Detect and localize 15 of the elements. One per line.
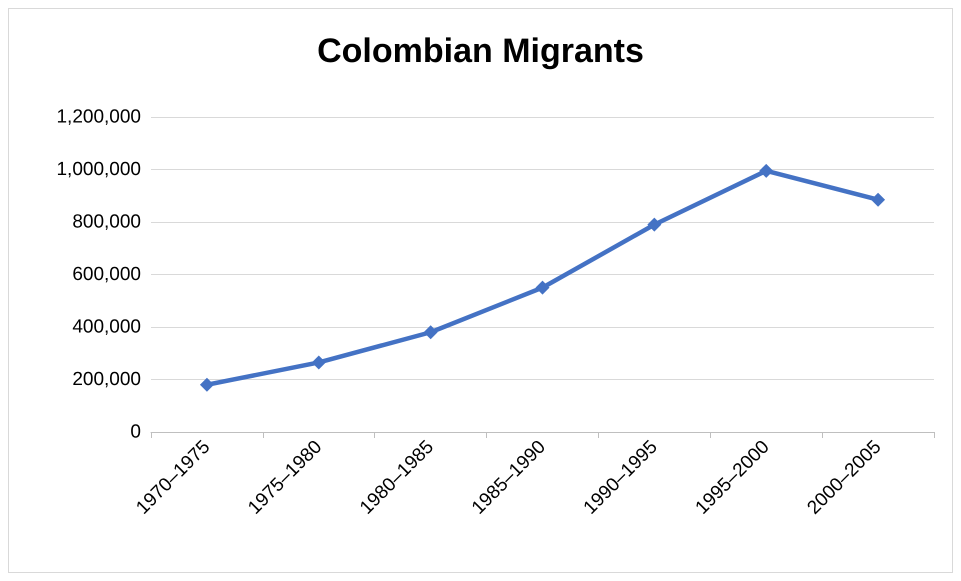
point xyxy=(200,378,214,392)
point xyxy=(312,355,326,370)
point xyxy=(647,218,662,232)
y-tick-label: 400,000 xyxy=(72,316,141,338)
y-tick-label: 800,000 xyxy=(72,212,141,232)
chart-title: Colombian Migrants xyxy=(317,32,644,70)
y-tick-label: 0 xyxy=(130,422,141,442)
point xyxy=(536,280,550,295)
y-tick-label: 1,000,000 xyxy=(56,159,141,180)
point xyxy=(871,192,886,207)
point xyxy=(759,164,774,178)
y-tick-label: 200,000 xyxy=(72,369,141,390)
y-tick-label: 1,200,000 xyxy=(56,106,141,128)
y-tick-label: 600,000 xyxy=(72,264,141,285)
point xyxy=(424,325,438,340)
